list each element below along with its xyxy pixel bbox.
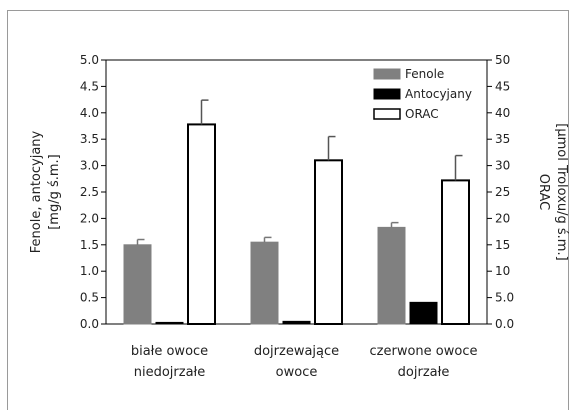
category-label: owoce bbox=[276, 365, 318, 380]
left-axis-title: [mg/g ś.m.] bbox=[47, 154, 62, 230]
left-tick-label: 5.0 bbox=[80, 53, 99, 67]
left-tick-label: 4.0 bbox=[80, 106, 99, 120]
axes: 0.0 0.5 1.0 1.5 2.0 2.5 3.0 3.5 4.0 4.5 5.0 0.0 5.0 1… bbox=[80, 53, 514, 331]
legend-label: ORAC bbox=[405, 107, 439, 121]
bar-antocyjany bbox=[282, 320, 311, 325]
bar-antocyjany bbox=[409, 301, 438, 325]
category-label: dojrzewające bbox=[254, 344, 339, 359]
left-tick-label: 0.5 bbox=[80, 291, 99, 305]
category-label: białe owoce bbox=[131, 344, 208, 359]
bar-orac bbox=[187, 123, 216, 325]
category-label: dojrzałe bbox=[398, 365, 450, 380]
left-tick-label: 3.0 bbox=[80, 159, 99, 173]
legend-swatch bbox=[373, 68, 401, 80]
legend-label: Antocyjany bbox=[405, 87, 472, 101]
bar-fenole bbox=[250, 241, 279, 325]
axis-labels: białe owoce niedojrzałe dojrzewające owoce c… bbox=[29, 123, 569, 380]
category-label: czerwone owoce bbox=[370, 344, 478, 359]
bar-fenole bbox=[123, 244, 152, 325]
left-tick-label: 4.5 bbox=[80, 79, 99, 93]
right-tick-label: 45 bbox=[495, 79, 510, 93]
bar-orac bbox=[441, 179, 470, 325]
right-tick-label: 35 bbox=[495, 132, 510, 146]
chart: 0.0 0.5 1.0 1.5 2.0 2.5 3.0 3.5 4.0 4.5 5.0 0.0 5.0 1… bbox=[29, 53, 569, 380]
figure-frame bbox=[7, 10, 569, 410]
left-tick-label: 0.0 bbox=[80, 317, 99, 331]
left-axis-title: Fenole, antocyjany bbox=[29, 130, 44, 253]
legend-swatch bbox=[373, 108, 401, 120]
right-tick-label: 40 bbox=[495, 106, 510, 120]
left-tick-label: 1.0 bbox=[80, 264, 99, 278]
left-tick-label: 1.5 bbox=[80, 238, 99, 252]
right-tick-label: 20 bbox=[495, 211, 510, 225]
right-tick-label: 30 bbox=[495, 159, 510, 173]
left-tick-label: 3.5 bbox=[80, 132, 99, 146]
bar-antocyjany bbox=[155, 321, 184, 325]
left-tick-label: 2.0 bbox=[80, 211, 99, 225]
right-tick-label: 25 bbox=[495, 185, 510, 199]
right-axis-title: ORAC bbox=[536, 174, 551, 210]
legend-swatch bbox=[373, 88, 401, 100]
legend: Fenole Antocyjany ORAC bbox=[373, 67, 472, 121]
bars bbox=[123, 99, 470, 325]
bar-orac bbox=[314, 159, 343, 325]
right-axis-title: [µmol Troloxu/g ś.m.] bbox=[554, 123, 569, 260]
right-tick-label: 15 bbox=[495, 238, 510, 252]
left-tick-label: 2.5 bbox=[80, 185, 99, 199]
legend-label: Fenole bbox=[405, 67, 444, 81]
right-tick-label: 5.0 bbox=[495, 291, 514, 305]
right-tick-label: 50 bbox=[495, 53, 510, 67]
category-label: niedojrzałe bbox=[134, 365, 206, 380]
bar-fenole bbox=[377, 226, 406, 325]
right-tick-label: 0.0 bbox=[495, 317, 514, 331]
right-tick-label: 10 bbox=[495, 264, 510, 278]
